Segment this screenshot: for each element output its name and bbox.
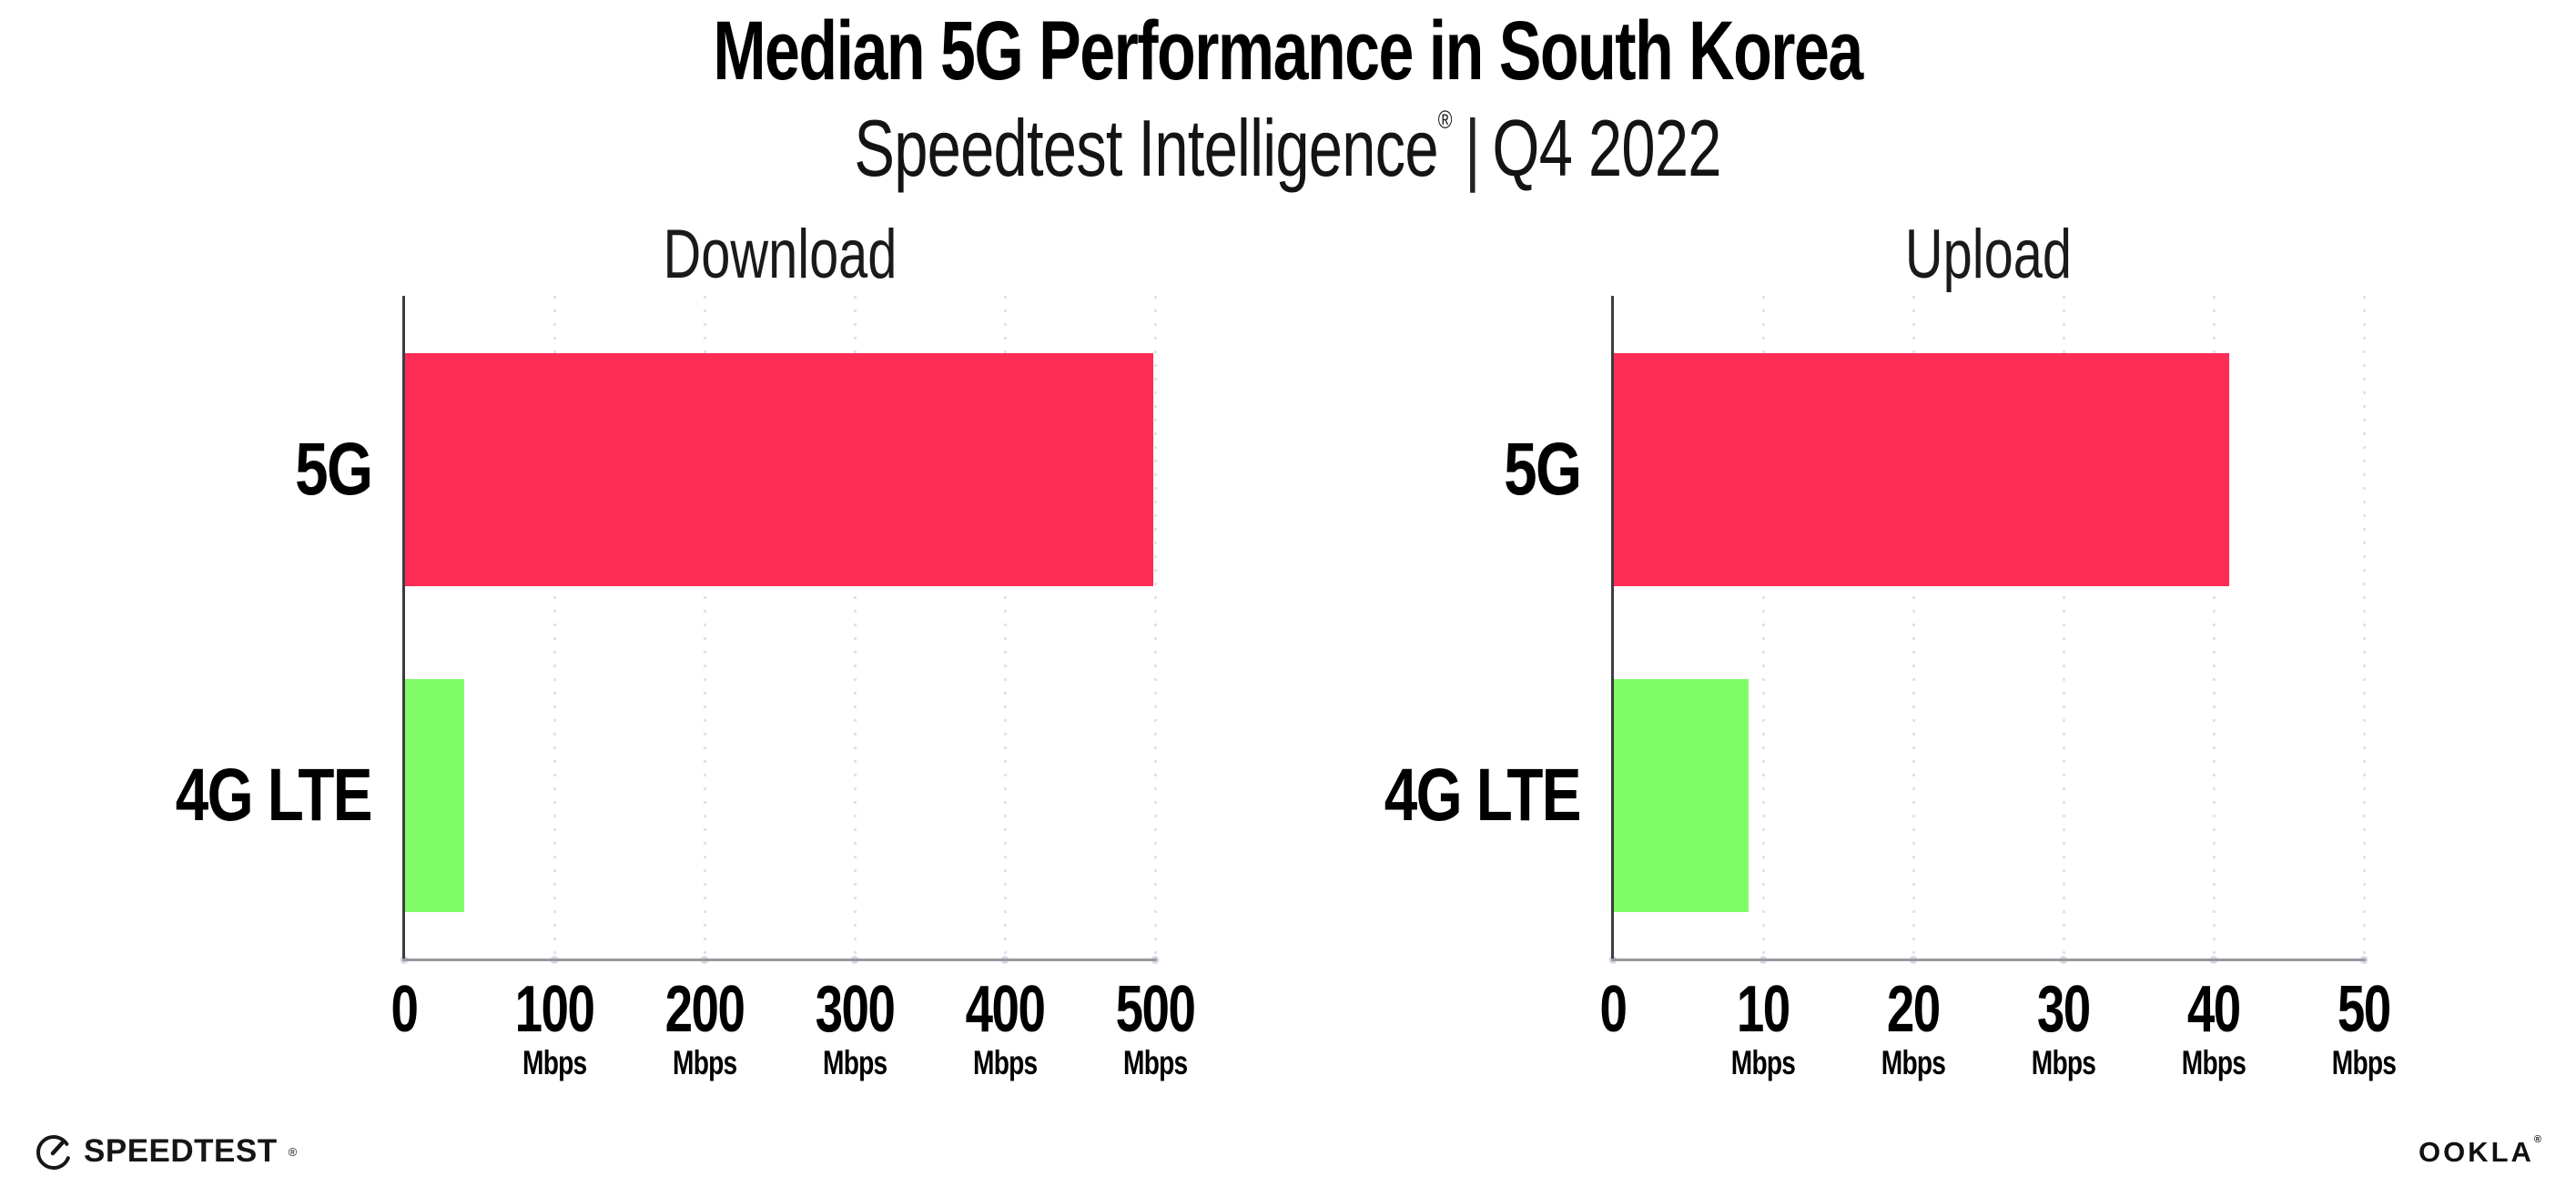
x-axis-line — [1611, 959, 2366, 961]
category-label-4g-lte: 4G LTE — [175, 754, 373, 837]
gridline-400 — [1003, 296, 1007, 959]
x-tick-30: 30 Mbps — [2022, 977, 2106, 1080]
x-axis-line — [402, 959, 1157, 961]
download-plot: 0 100 Mbps 200 Mbps 300 Mbps 400 Mbps 500 Mbps 5G 4G… — [176, 296, 1196, 1080]
gridline-500 — [1153, 296, 1157, 959]
x-tick-value: 30 — [2037, 973, 2091, 1046]
x-tick-50: 50 Mbps — [2322, 977, 2407, 1080]
subtitle-separator: | — [1465, 103, 1481, 193]
x-tick-500: 500 Mbps — [1103, 977, 1207, 1080]
x-tick-400: 400 Mbps — [953, 977, 1057, 1080]
x-tick-40: 40 Mbps — [2172, 977, 2257, 1080]
x-tick-0: 0 — [1596, 977, 1630, 1042]
upload-plot: 0 10 Mbps 20 Mbps 30 Mbps 40 Mbps 50 Mbps 5G 4G LTE — [1384, 296, 2397, 1080]
x-tick-value: 20 — [1887, 973, 1941, 1046]
gridline-300 — [853, 296, 857, 959]
gridline-10 — [1761, 296, 1765, 959]
x-tick-value: 50 — [2338, 973, 2391, 1046]
y-axis-line — [1611, 296, 1614, 961]
x-tick-100: 100 Mbps — [502, 977, 606, 1080]
ookla-wordmark: OOKLA — [2418, 1136, 2534, 1168]
speedtest-wordmark: SPEEDTEST — [84, 1133, 278, 1169]
speedtest-logo: SPEEDTEST ® — [33, 1131, 297, 1172]
x-tick-unit: Mbps — [2181, 1044, 2246, 1081]
bar-5g — [404, 353, 1154, 586]
x-tick-value: 300 — [815, 973, 896, 1046]
x-tick-value: 200 — [664, 973, 745, 1046]
gridline-40 — [2212, 296, 2216, 959]
x-tick-10: 10 Mbps — [1721, 977, 1806, 1080]
gridline-30 — [2062, 296, 2065, 959]
x-tick-value: 400 — [965, 973, 1046, 1046]
registered-mark: ® — [1438, 106, 1453, 134]
gridline-200 — [703, 296, 706, 959]
gridline-20 — [1912, 296, 1915, 959]
x-tick-unit: Mbps — [822, 1044, 887, 1081]
x-tick-200: 200 Mbps — [653, 977, 756, 1080]
gridline-100 — [553, 296, 556, 959]
x-tick-value: 0 — [1599, 973, 1628, 1046]
gridline-50 — [2362, 296, 2366, 959]
x-tick-value: 0 — [390, 973, 419, 1046]
x-tick-unit: Mbps — [972, 1044, 1038, 1081]
page-subtitle: Speedtest Intelligence® | Q4 2022 — [0, 102, 2576, 195]
x-tick-unit: Mbps — [522, 1044, 587, 1081]
x-tick-unit: Mbps — [1881, 1044, 1946, 1081]
x-tick-unit: Mbps — [2031, 1044, 2096, 1081]
x-tick-unit: Mbps — [672, 1044, 737, 1081]
x-tick-unit: Mbps — [1122, 1044, 1188, 1081]
speedtest-registered-mark: ® — [288, 1144, 298, 1159]
page-title: Median 5G Performance in South Korea — [0, 4, 2576, 99]
x-tick-value: 100 — [514, 973, 595, 1046]
speedtest-gauge-icon — [36, 1135, 71, 1170]
x-tick-unit: Mbps — [2331, 1044, 2397, 1081]
x-tick-unit: Mbps — [1730, 1044, 1796, 1081]
subtitle-period: Q4 2022 — [1492, 103, 1722, 193]
category-label-5g: 5G — [1503, 428, 1582, 511]
x-tick-value: 40 — [2187, 973, 2241, 1046]
bar-4g-lte — [1613, 679, 1749, 912]
bar-4g-lte — [404, 679, 464, 912]
upload-chart-title: Upload — [1904, 216, 2073, 293]
category-label-4g-lte: 4G LTE — [1384, 754, 1582, 837]
ookla-registered-mark: ® — [2533, 1134, 2541, 1145]
x-tick-value: 10 — [1737, 973, 1790, 1046]
x-tick-value: 500 — [1115, 973, 1196, 1046]
download-chart-title: Download — [663, 216, 897, 293]
ookla-logo: OOKLA ® — [2418, 1134, 2541, 1169]
x-tick-300: 300 Mbps — [803, 977, 907, 1080]
page-title-text: Median 5G Performance in South Korea — [713, 5, 1864, 97]
bar-5g — [1613, 353, 2229, 586]
y-axis-line — [402, 296, 405, 961]
category-label-5g: 5G — [294, 428, 373, 511]
x-tick-0: 0 — [387, 977, 421, 1042]
x-tick-20: 20 Mbps — [1871, 977, 1956, 1080]
subtitle-brand: Speedtest Intelligence — [854, 103, 1439, 193]
